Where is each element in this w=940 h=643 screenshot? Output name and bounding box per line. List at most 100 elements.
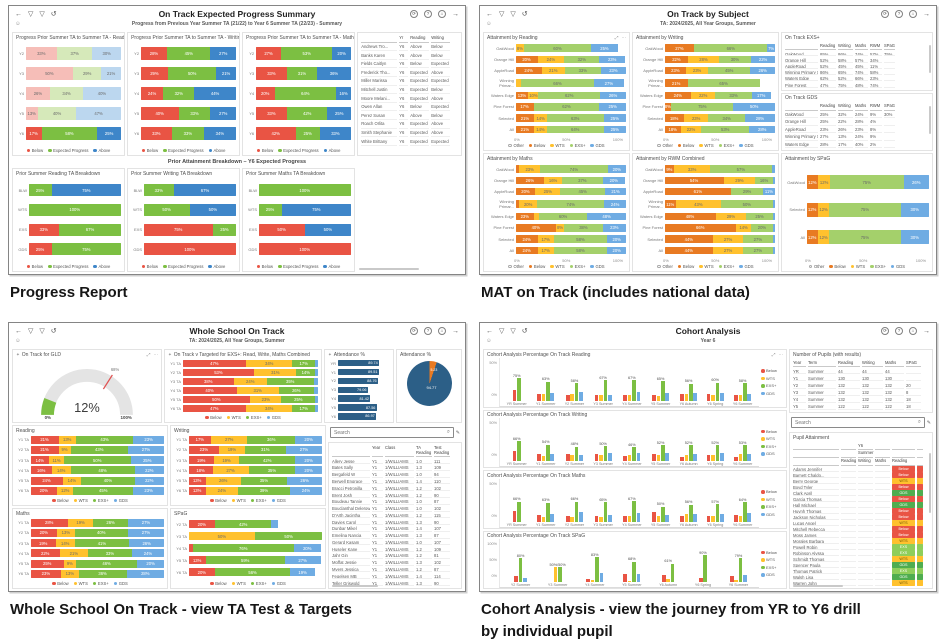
bar-segment[interactable]: 26% <box>515 176 545 185</box>
stacked-bar[interactable]: 66% 14% 20% <box>664 224 776 232</box>
home-icon[interactable]: ⌂ <box>909 327 917 335</box>
bar-segment[interactable]: 62% <box>533 103 600 111</box>
more-icon[interactable]: ⋯ <box>153 351 159 357</box>
bar-segment[interactable]: 13% <box>58 435 76 444</box>
bar[interactable] <box>574 501 579 522</box>
bar-segment[interactable]: 29% <box>73 67 101 81</box>
stacked-bar[interactable]: 23% 23% 45% 26% <box>664 66 776 75</box>
bar-segment[interactable]: 25% <box>258 203 282 216</box>
bar-segment[interactable]: 17% <box>537 235 554 243</box>
bar[interactable] <box>747 393 751 401</box>
stacked-bar[interactable]: 44% 27% 27% <box>664 246 776 255</box>
status-chip-partial[interactable] <box>917 513 923 520</box>
stacked-bar[interactable]: 21% 13% 43% 23% <box>30 435 165 444</box>
bar-segment[interactable]: 17% <box>537 246 554 255</box>
bar-segment[interactable]: 7% <box>767 44 775 52</box>
bar-segment[interactable]: 28% <box>749 125 775 134</box>
bar[interactable] <box>570 455 575 461</box>
bar-segment[interactable]: 30% <box>900 202 929 217</box>
bar-segment[interactable]: 50% <box>188 532 256 541</box>
bar[interactable] <box>743 383 747 401</box>
bar[interactable] <box>623 515 628 522</box>
status-chip[interactable]: Below <box>892 531 915 538</box>
bar[interactable] <box>660 506 665 522</box>
bar[interactable] <box>715 445 720 461</box>
bar-segment[interactable] <box>771 165 775 173</box>
stacked-bar[interactable]: 14% 11% 50% 25% <box>30 456 165 465</box>
bar-segment[interactable]: 48% <box>70 466 135 475</box>
bar-segment[interactable]: 53% <box>701 125 750 134</box>
bar-segment[interactable] <box>772 224 775 232</box>
stacked-bar[interactable]: 22% 28% 30% 22% <box>664 55 776 64</box>
bar-segment[interactable]: 23% <box>250 396 282 403</box>
bar-segment[interactable]: 21% <box>59 549 88 558</box>
stacked-bar[interactable]: 53% 31% 14% <box>182 369 319 376</box>
stacked-bar[interactable]: 13% 24% 39% 24% <box>188 486 323 495</box>
bar-segment[interactable]: 12% <box>818 175 830 190</box>
bar[interactable] <box>541 517 546 522</box>
bar-segment[interactable]: 75% <box>671 103 734 111</box>
filter-icon[interactable]: ▽ <box>28 10 34 18</box>
refresh-icon[interactable]: ⟳ <box>410 10 418 18</box>
stacked-bar[interactable]: 13% 26% 35% 26% <box>188 476 323 485</box>
column-header[interactable]: Maths <box>855 43 868 51</box>
stacked-bar[interactable]: 20% 56% 19% <box>188 568 323 577</box>
status-chip[interactable]: EXS <box>892 549 915 556</box>
column-header[interactable]: Writing <box>838 103 853 111</box>
bar-segment[interactable]: 45% <box>167 47 211 61</box>
stacked-bar[interactable]: 18% 27% 35% 20% <box>188 466 323 475</box>
stacked-bar[interactable]: 8% 60% 25% <box>515 44 627 52</box>
bar[interactable] <box>537 393 541 401</box>
bar[interactable] <box>656 516 661 522</box>
bar-segment[interactable]: 17% <box>25 127 42 141</box>
bar-segment[interactable]: 48% <box>587 212 626 221</box>
bar-segment[interactable]: 75% <box>51 184 121 197</box>
column-header[interactable]: SPaG <box>906 360 921 368</box>
bar-segment[interactable]: 20% <box>295 435 322 444</box>
bar-segment[interactable]: 19% <box>289 568 316 577</box>
stacked-bar[interactable]: 13% 59% 27% <box>188 556 323 565</box>
status-chip-partial[interactable] <box>917 525 923 532</box>
bar-segment[interactable]: 50% <box>63 456 131 465</box>
bar[interactable] <box>523 577 527 582</box>
bar-segment[interactable]: 44% <box>664 235 714 243</box>
stacked-bar[interactable]: 33% 42% 25% <box>255 107 352 121</box>
stacked-bar[interactable]: 28% 45% 27% <box>140 47 237 61</box>
bar[interactable] <box>706 455 711 461</box>
bar-segment[interactable]: 54% <box>664 176 724 185</box>
bar-segment[interactable]: 11% <box>49 456 64 465</box>
bar-segment[interactable]: 25% <box>603 125 626 134</box>
bar-segment[interactable]: 23% <box>30 569 62 578</box>
bar-segment[interactable]: 25% <box>130 456 164 465</box>
bar-segment[interactable]: 14% <box>534 114 547 122</box>
column-header[interactable]: TA Reading <box>416 445 432 458</box>
bar-segment[interactable]: 100% <box>258 184 351 197</box>
stacked-bar[interactable]: 23% 19% 31% 27% <box>188 445 323 454</box>
bar-segment[interactable]: 42% <box>287 107 328 121</box>
bar-segment[interactable]: 43% <box>70 445 128 454</box>
stacked-bar[interactable]: 17% 62% 25% <box>515 103 627 111</box>
bar[interactable] <box>632 447 636 461</box>
filter-icon[interactable]: ▽ <box>28 327 34 335</box>
smiley-icon[interactable]: ☺ <box>15 338 21 344</box>
bar[interactable] <box>711 455 715 461</box>
bar-segment[interactable]: 53% <box>281 47 333 61</box>
stacked-bar[interactable]: 66% 27% <box>515 79 627 87</box>
bar-segment[interactable]: 43% <box>675 200 721 208</box>
status-chip-partial[interactable] <box>917 519 923 526</box>
column-header[interactable]: Reading <box>820 103 836 111</box>
bar-segment[interactable]: 25% <box>212 223 236 236</box>
bar-segment[interactable]: 21% <box>541 66 565 75</box>
bar[interactable] <box>590 580 595 582</box>
stacked-bar[interactable]: 20% 42% <box>188 520 323 529</box>
bar-segment[interactable]: 24% <box>515 66 542 75</box>
bar-segment[interactable]: 14% <box>51 466 71 475</box>
bar[interactable] <box>632 501 636 522</box>
reset-icon[interactable]: ↺ <box>50 327 57 335</box>
bar-segment[interactable]: 25% <box>603 114 626 122</box>
bar-segment[interactable]: 22% <box>680 125 702 134</box>
attendance-bar[interactable]: 79.06 <box>337 386 368 393</box>
bar-segment[interactable]: 14% <box>296 369 316 376</box>
bar[interactable] <box>607 452 612 461</box>
bar-segment[interactable]: 20% <box>607 246 626 255</box>
